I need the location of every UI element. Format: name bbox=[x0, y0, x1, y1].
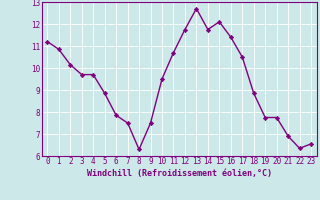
X-axis label: Windchill (Refroidissement éolien,°C): Windchill (Refroidissement éolien,°C) bbox=[87, 169, 272, 178]
